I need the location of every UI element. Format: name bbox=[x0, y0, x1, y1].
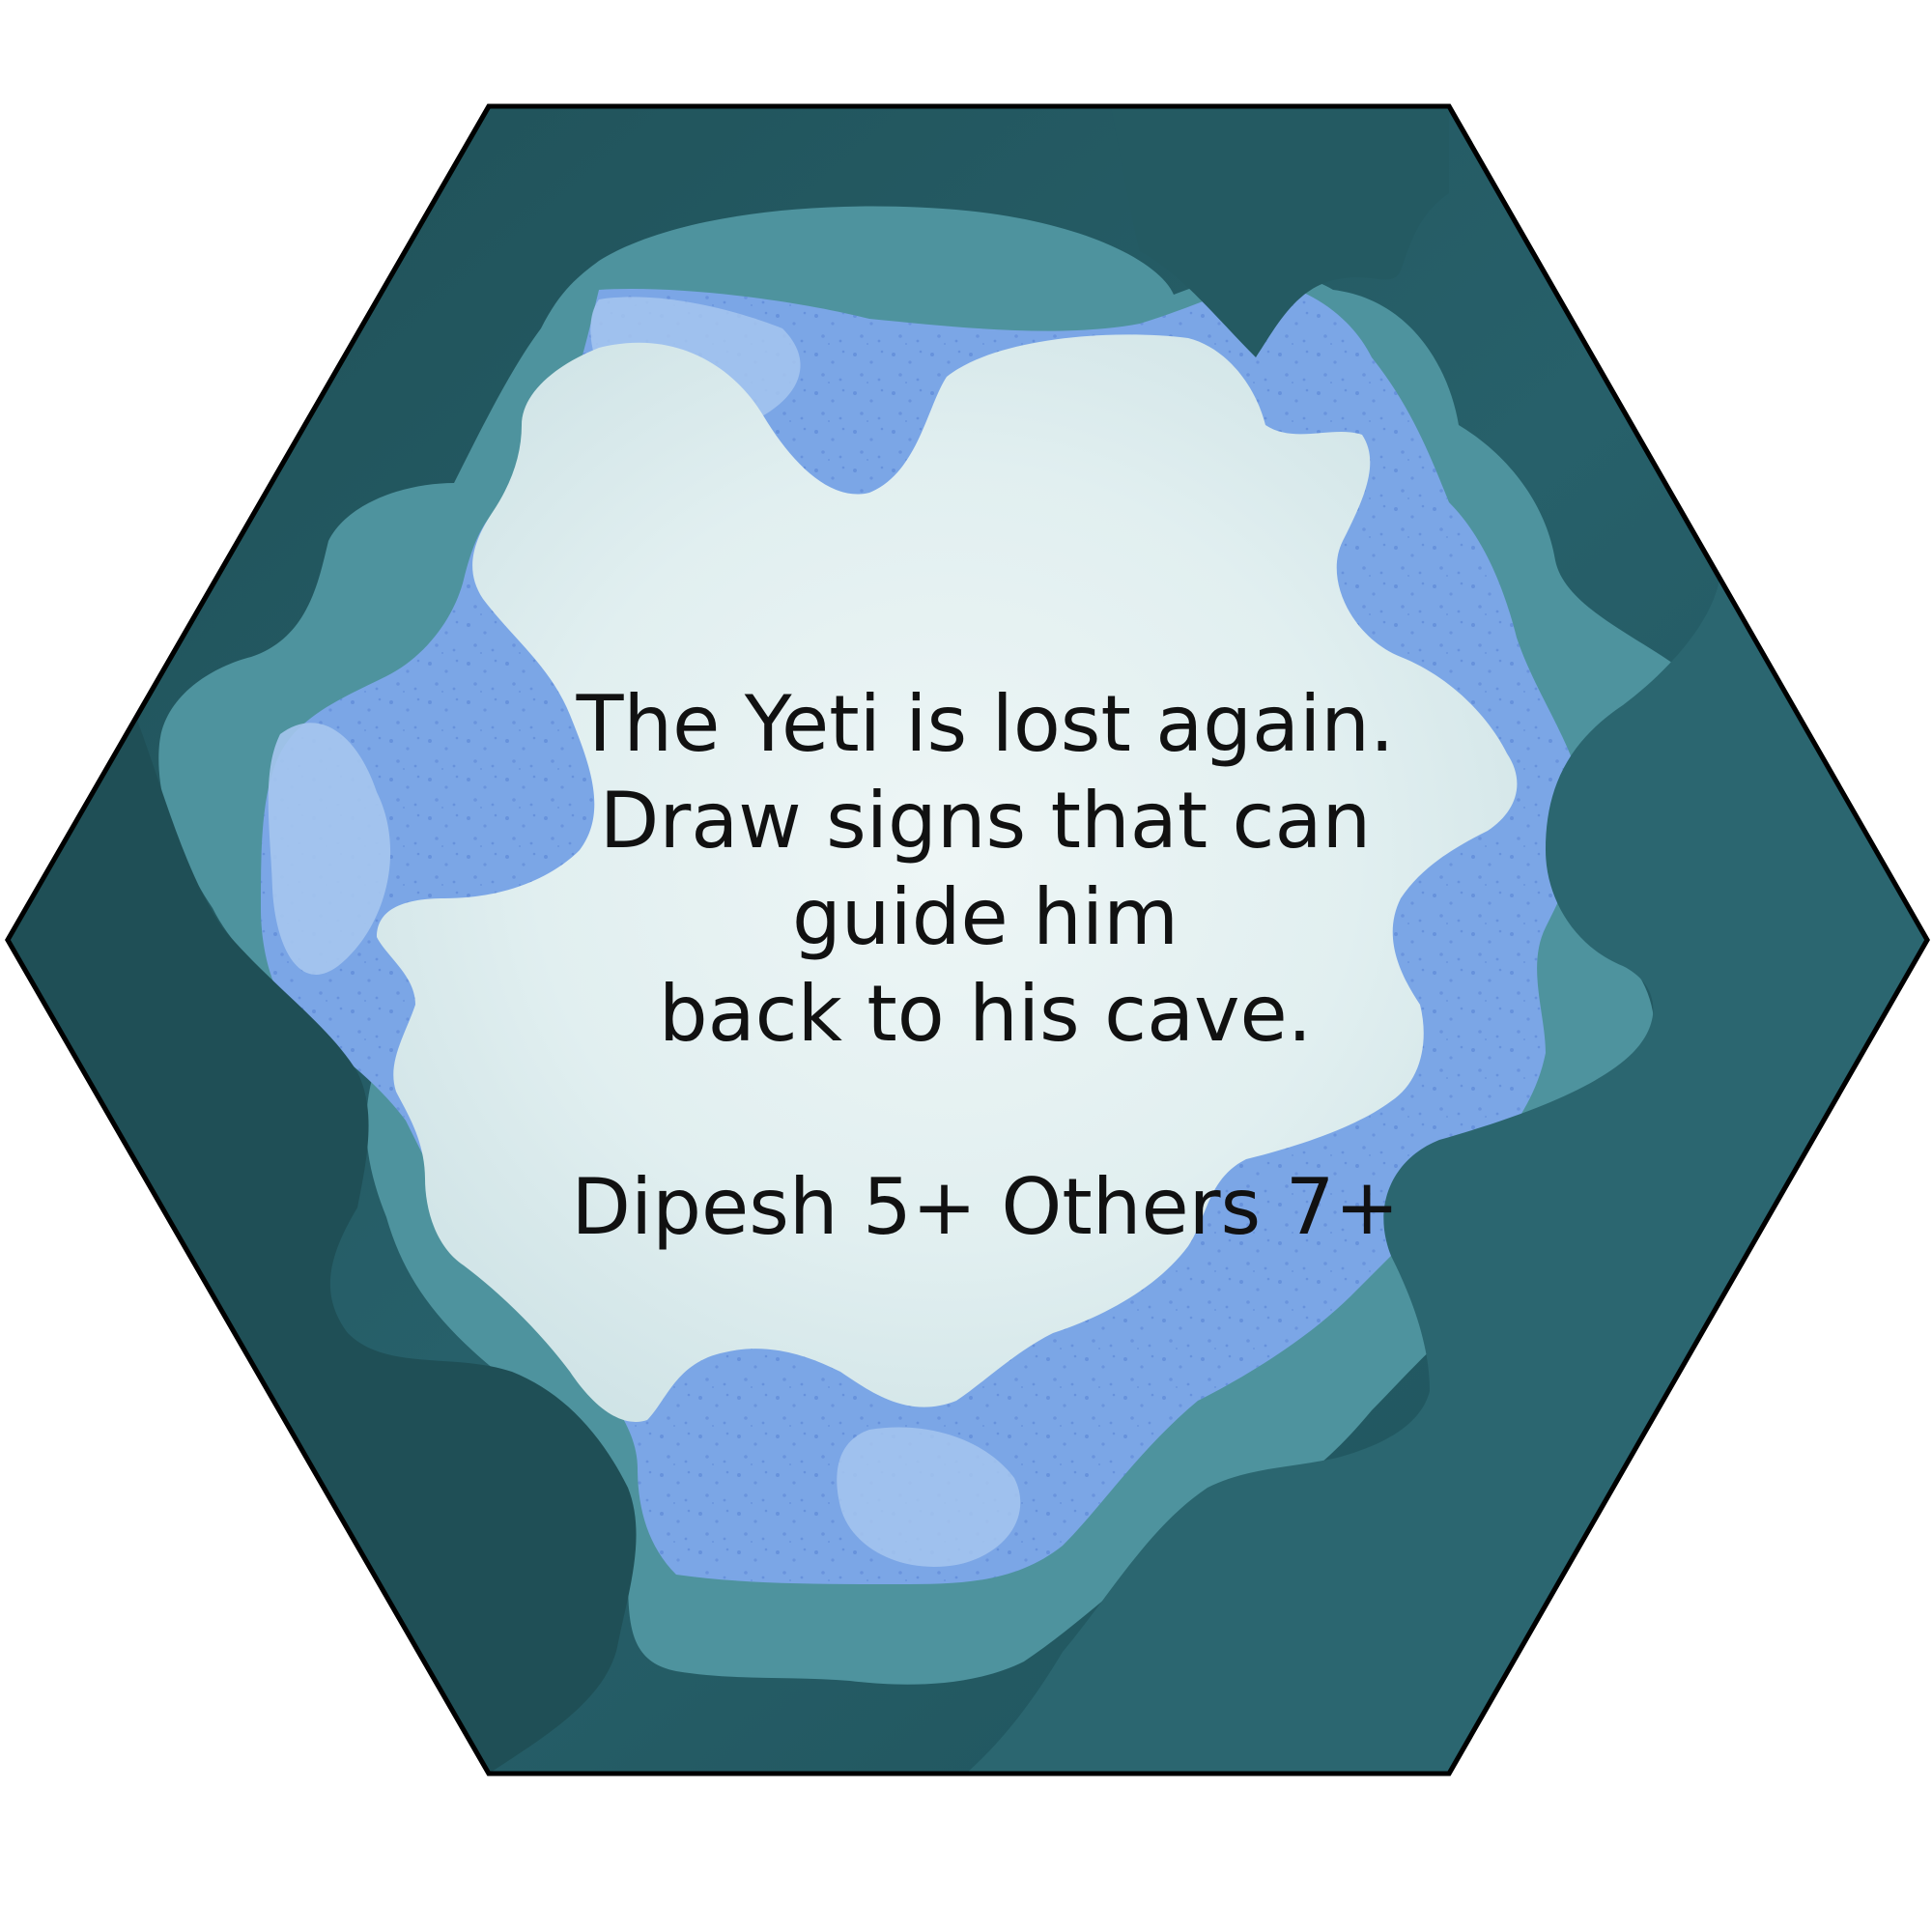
prompt-line-3: guide him bbox=[792, 872, 1179, 962]
dark-wave-left bbox=[8, 715, 637, 1774]
dark-wave-top-right bbox=[1111, 106, 1449, 357]
prompt-line-1: The Yeti is lost again. bbox=[576, 679, 1395, 769]
snow-center bbox=[377, 334, 1518, 1422]
hexagon-outline bbox=[5, 103, 1930, 1776]
age-rating: Dipesh 5+ Others 7+ bbox=[571, 1162, 1400, 1252]
dark-wave-right bbox=[966, 580, 1927, 1774]
text-spacer bbox=[541, 1063, 1430, 1159]
ice-light-patch-left bbox=[268, 723, 391, 975]
card-text-block: The Yeti is lost again. Draw signs that … bbox=[541, 676, 1430, 1256]
prompt-line-4: back to his cave. bbox=[658, 969, 1313, 1059]
prompt-line-2: Draw signs that can bbox=[599, 776, 1372, 866]
ice-light-patch-bottom bbox=[837, 1427, 1021, 1567]
